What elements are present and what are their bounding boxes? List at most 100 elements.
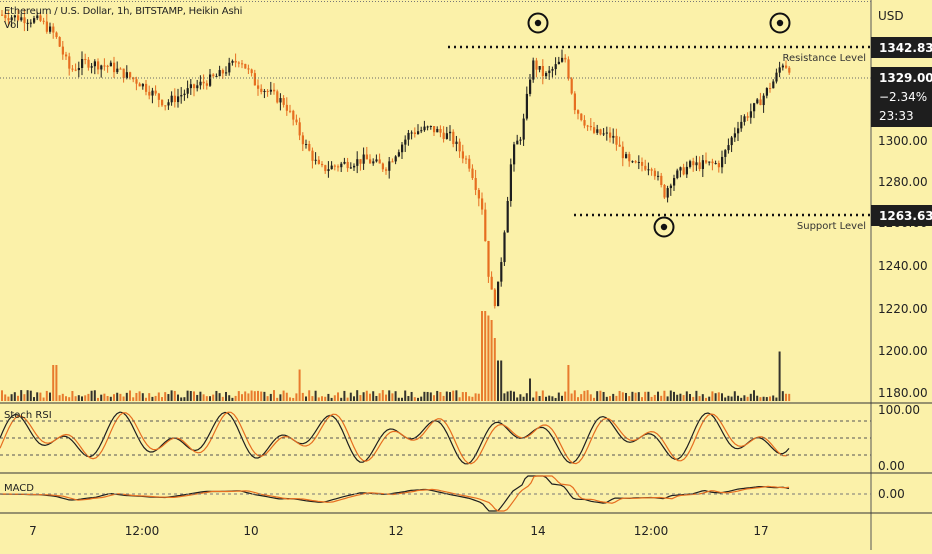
candle-body bbox=[436, 128, 439, 133]
candle-body bbox=[602, 133, 605, 135]
volume-bar bbox=[295, 393, 298, 401]
volume-bar bbox=[593, 397, 595, 401]
volume-bar bbox=[65, 396, 67, 401]
volume-bar bbox=[615, 395, 618, 401]
volume-bar bbox=[612, 393, 615, 401]
stoch-d-line bbox=[0, 411, 790, 465]
candle-body bbox=[375, 159, 378, 162]
candle-body bbox=[276, 91, 279, 103]
candle-body bbox=[237, 62, 240, 64]
level-marker-ring bbox=[653, 216, 675, 238]
volume-bar bbox=[209, 396, 211, 401]
volume-bar bbox=[212, 394, 215, 401]
candle-body bbox=[49, 26, 52, 32]
volume-bar bbox=[388, 390, 391, 401]
candle-body bbox=[61, 46, 64, 55]
candle-body bbox=[20, 17, 23, 21]
volume-bar bbox=[199, 391, 202, 401]
volume-bar bbox=[685, 391, 688, 401]
candle-body bbox=[68, 56, 71, 69]
volume-bar bbox=[33, 397, 35, 401]
resistance-price-box bbox=[871, 37, 932, 58]
volume-bar bbox=[468, 396, 471, 401]
volume-bar bbox=[52, 365, 55, 401]
candle-body bbox=[561, 57, 564, 62]
candle-body bbox=[516, 140, 519, 145]
volume-bar bbox=[420, 396, 423, 401]
candle-body bbox=[234, 60, 237, 63]
candle-body bbox=[737, 128, 740, 134]
candle-body bbox=[740, 121, 743, 129]
candle-body bbox=[161, 99, 164, 106]
candle-body bbox=[189, 84, 192, 89]
volume-bar bbox=[628, 396, 631, 401]
candle-body bbox=[173, 95, 176, 103]
volume-bar bbox=[71, 391, 74, 401]
candle-body bbox=[145, 83, 148, 92]
volume-bar bbox=[7, 396, 10, 401]
candle-body bbox=[148, 91, 151, 96]
change-percent-label: −2.34% bbox=[879, 90, 927, 104]
volume-bar bbox=[260, 391, 263, 401]
volume-bar bbox=[106, 396, 109, 401]
candle-body bbox=[100, 65, 103, 70]
volume-bar bbox=[183, 397, 186, 401]
volume-bar bbox=[23, 394, 26, 401]
time-label: 17 bbox=[753, 524, 768, 538]
candle-body bbox=[733, 133, 736, 138]
volume-bar bbox=[573, 390, 576, 401]
volume-bar bbox=[503, 393, 506, 401]
volume-bar bbox=[87, 393, 90, 401]
candle-body bbox=[308, 144, 311, 151]
candle-body bbox=[468, 158, 471, 169]
candle-body bbox=[701, 160, 704, 170]
candle-body bbox=[420, 130, 423, 132]
current-price-box bbox=[871, 67, 932, 127]
candle-body bbox=[753, 103, 756, 112]
level-markers bbox=[527, 12, 791, 238]
candle-body bbox=[193, 84, 196, 89]
candle-body bbox=[346, 161, 349, 169]
candle-body bbox=[381, 163, 384, 170]
volume-bar bbox=[759, 397, 762, 401]
volume-bar bbox=[317, 397, 320, 401]
volume-bar bbox=[353, 396, 355, 401]
volume-bar bbox=[599, 390, 602, 401]
candle-body bbox=[637, 161, 640, 163]
candle-body bbox=[177, 96, 180, 103]
volume-bar bbox=[714, 393, 717, 401]
candle-body bbox=[628, 154, 631, 162]
volume-bar bbox=[196, 394, 199, 401]
volume-bar bbox=[247, 393, 250, 401]
volume-bar bbox=[663, 390, 666, 401]
candle-body bbox=[353, 165, 356, 168]
candle-body bbox=[314, 159, 317, 161]
candle-body bbox=[433, 126, 436, 133]
candle-body bbox=[465, 158, 468, 160]
candle-body bbox=[321, 163, 324, 166]
candle-body bbox=[183, 93, 186, 96]
volume-bar bbox=[644, 391, 647, 401]
candle-body bbox=[631, 161, 634, 163]
volume-bar bbox=[205, 396, 208, 401]
volume-bar bbox=[397, 397, 400, 401]
candle-body bbox=[573, 93, 576, 111]
volume-bar bbox=[346, 397, 349, 401]
stoch-rsi-series bbox=[0, 411, 790, 465]
volume-bar bbox=[439, 392, 442, 401]
stoch-tick-0: 0.00 bbox=[878, 459, 905, 473]
volume-bar bbox=[730, 396, 733, 401]
candle-body bbox=[157, 93, 160, 100]
volume-bar bbox=[695, 390, 698, 401]
support-price-label: 1263.63 bbox=[879, 209, 932, 223]
volume-bar bbox=[100, 394, 103, 401]
candle-body bbox=[295, 119, 298, 123]
volume-bar bbox=[193, 391, 195, 401]
volume-bar bbox=[701, 394, 704, 401]
volume-bar bbox=[327, 393, 330, 401]
candle-body bbox=[45, 21, 48, 32]
volume-bar bbox=[426, 391, 429, 401]
candle-body bbox=[29, 22, 32, 24]
candlestick-series[interactable] bbox=[1, 9, 791, 309]
